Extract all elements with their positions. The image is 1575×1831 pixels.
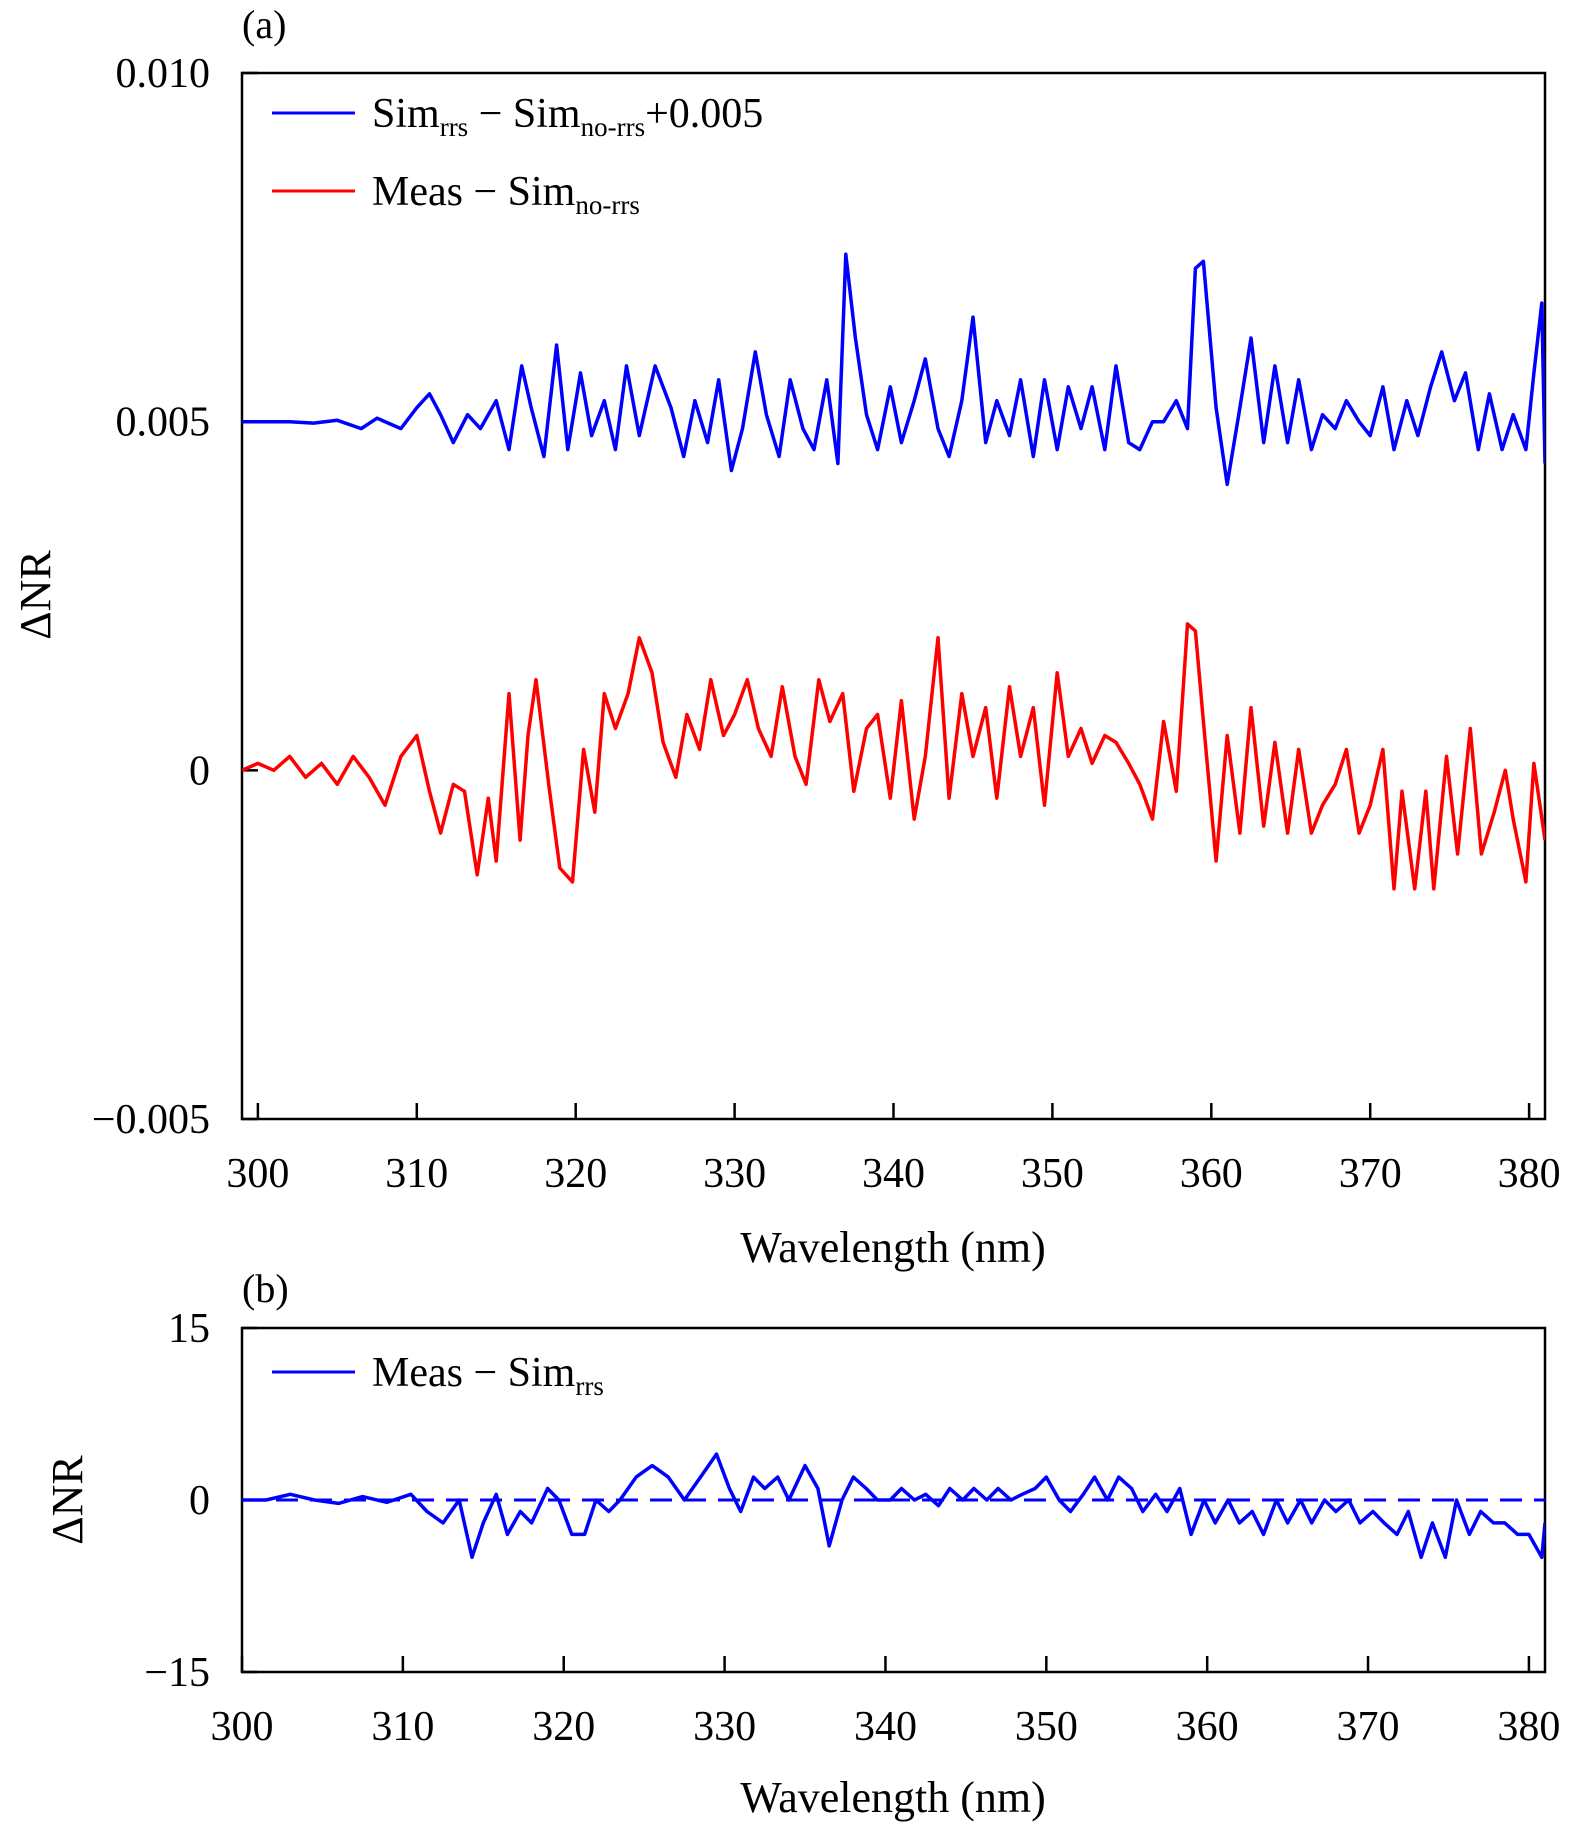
- legend-b-part1: Meas − Sim: [372, 1350, 576, 1396]
- panel-a-x-tick-label: 350: [1021, 1151, 1084, 1197]
- panel-a-y-axis-label: ΔNR: [11, 550, 60, 640]
- panel-b: (b) 300 310 320 330 340 350 360 370 380 −15 0 15 W…: [43, 1266, 1560, 1822]
- panel-b-legend: Meas − Simrrs: [272, 1350, 604, 1401]
- panel-a-x-tick-label: 300: [226, 1151, 289, 1197]
- panel-a-x-ticks: 300 310 320 330 340 350 360 370 380: [226, 1103, 1561, 1197]
- panel-a: (a) 300 310 320 330 340 350 360 370 380 −0.005 0 0…: [11, 2, 1561, 1272]
- panel-a-legend: Simrrs − Simno-rrs+0.005 Meas − Simno-rr…: [272, 91, 763, 220]
- panel-b-x-tick-label: 330: [693, 1704, 756, 1750]
- panel-b-x-tick-label: 350: [1015, 1704, 1078, 1750]
- panel-b-x-tick-label: 320: [532, 1704, 595, 1750]
- panel-b-x-tick-label: 340: [854, 1704, 917, 1750]
- panel-a-legend-label-meas: Meas − Simno-rrs: [372, 169, 640, 220]
- panel-a-x-axis-label: Wavelength (nm): [740, 1223, 1046, 1272]
- panel-b-y-tick-label: 15: [168, 1306, 210, 1352]
- panel-b-y-axis-label: ΔNR: [43, 1455, 92, 1545]
- panel-a-y-tick-label: 0: [189, 748, 210, 794]
- legend-sim-sub1: rrs: [440, 112, 469, 142]
- legend-b-sub1: rrs: [575, 1371, 604, 1401]
- panel-a-x-tick-label: 330: [703, 1151, 766, 1197]
- panel-a-series-line-0: [242, 252, 1545, 487]
- panel-a-legend-label-sim: Simrrs − Simno-rrs+0.005: [372, 91, 763, 142]
- panel-b-series: [242, 1452, 1545, 1560]
- panel-a-x-tick-label: 370: [1339, 1151, 1402, 1197]
- legend-sim-part3: +0.005: [645, 91, 763, 137]
- panel-a-x-tick-label: 340: [862, 1151, 925, 1197]
- panel-b-x-axis-label: Wavelength (nm): [740, 1773, 1046, 1822]
- panel-b-x-tick-label: 360: [1176, 1704, 1239, 1750]
- panel-a-series: [242, 252, 1545, 891]
- panel-b-label: (b): [242, 1266, 289, 1311]
- panel-a-plot-frame: [240, 71, 1547, 1121]
- panel-b-x-tick-label: 370: [1337, 1704, 1400, 1750]
- panel-a-x-tick-label: 360: [1180, 1151, 1243, 1197]
- legend-sim-sub2: no-rrs: [581, 112, 645, 142]
- panel-b-y-tick-label: −15: [144, 1650, 210, 1696]
- panel-a-y-ticks: −0.005 0 0.005 0.010: [92, 51, 258, 1143]
- panel-a-label: (a): [242, 2, 286, 47]
- panel-a-x-tick-label: 380: [1498, 1151, 1561, 1197]
- legend-meas-sub1: no-rrs: [575, 190, 639, 220]
- panel-b-x-tick-label: 380: [1497, 1704, 1560, 1750]
- panel-b-x-ticks: 300 310 320 330 340 350 360 370 380: [211, 1656, 1560, 1750]
- panel-a-y-tick-label: 0.010: [116, 51, 211, 97]
- panel-a-y-tick-label: −0.005: [92, 1097, 210, 1143]
- legend-sim-part1: Sim: [372, 91, 440, 137]
- panel-a-series-line-1: [242, 622, 1545, 891]
- panel-a-y-tick-label: 0.005: [116, 400, 211, 446]
- panel-a-x-tick-label: 320: [544, 1151, 607, 1197]
- legend-meas-part1: Meas − Sim: [372, 169, 576, 215]
- panel-a-x-tick-label: 310: [385, 1151, 448, 1197]
- panel-b-x-tick-label: 310: [371, 1704, 434, 1750]
- legend-sim-part2: − Sim: [468, 91, 581, 137]
- panel-b-legend-label: Meas − Simrrs: [372, 1350, 604, 1401]
- panel-b-y-tick-label: 0: [189, 1478, 210, 1524]
- panel-b-x-tick-label: 300: [211, 1704, 274, 1750]
- panel-b-series-line-0: [242, 1452, 1545, 1560]
- panel-b-y-ticks: −15 0 15: [144, 1306, 258, 1696]
